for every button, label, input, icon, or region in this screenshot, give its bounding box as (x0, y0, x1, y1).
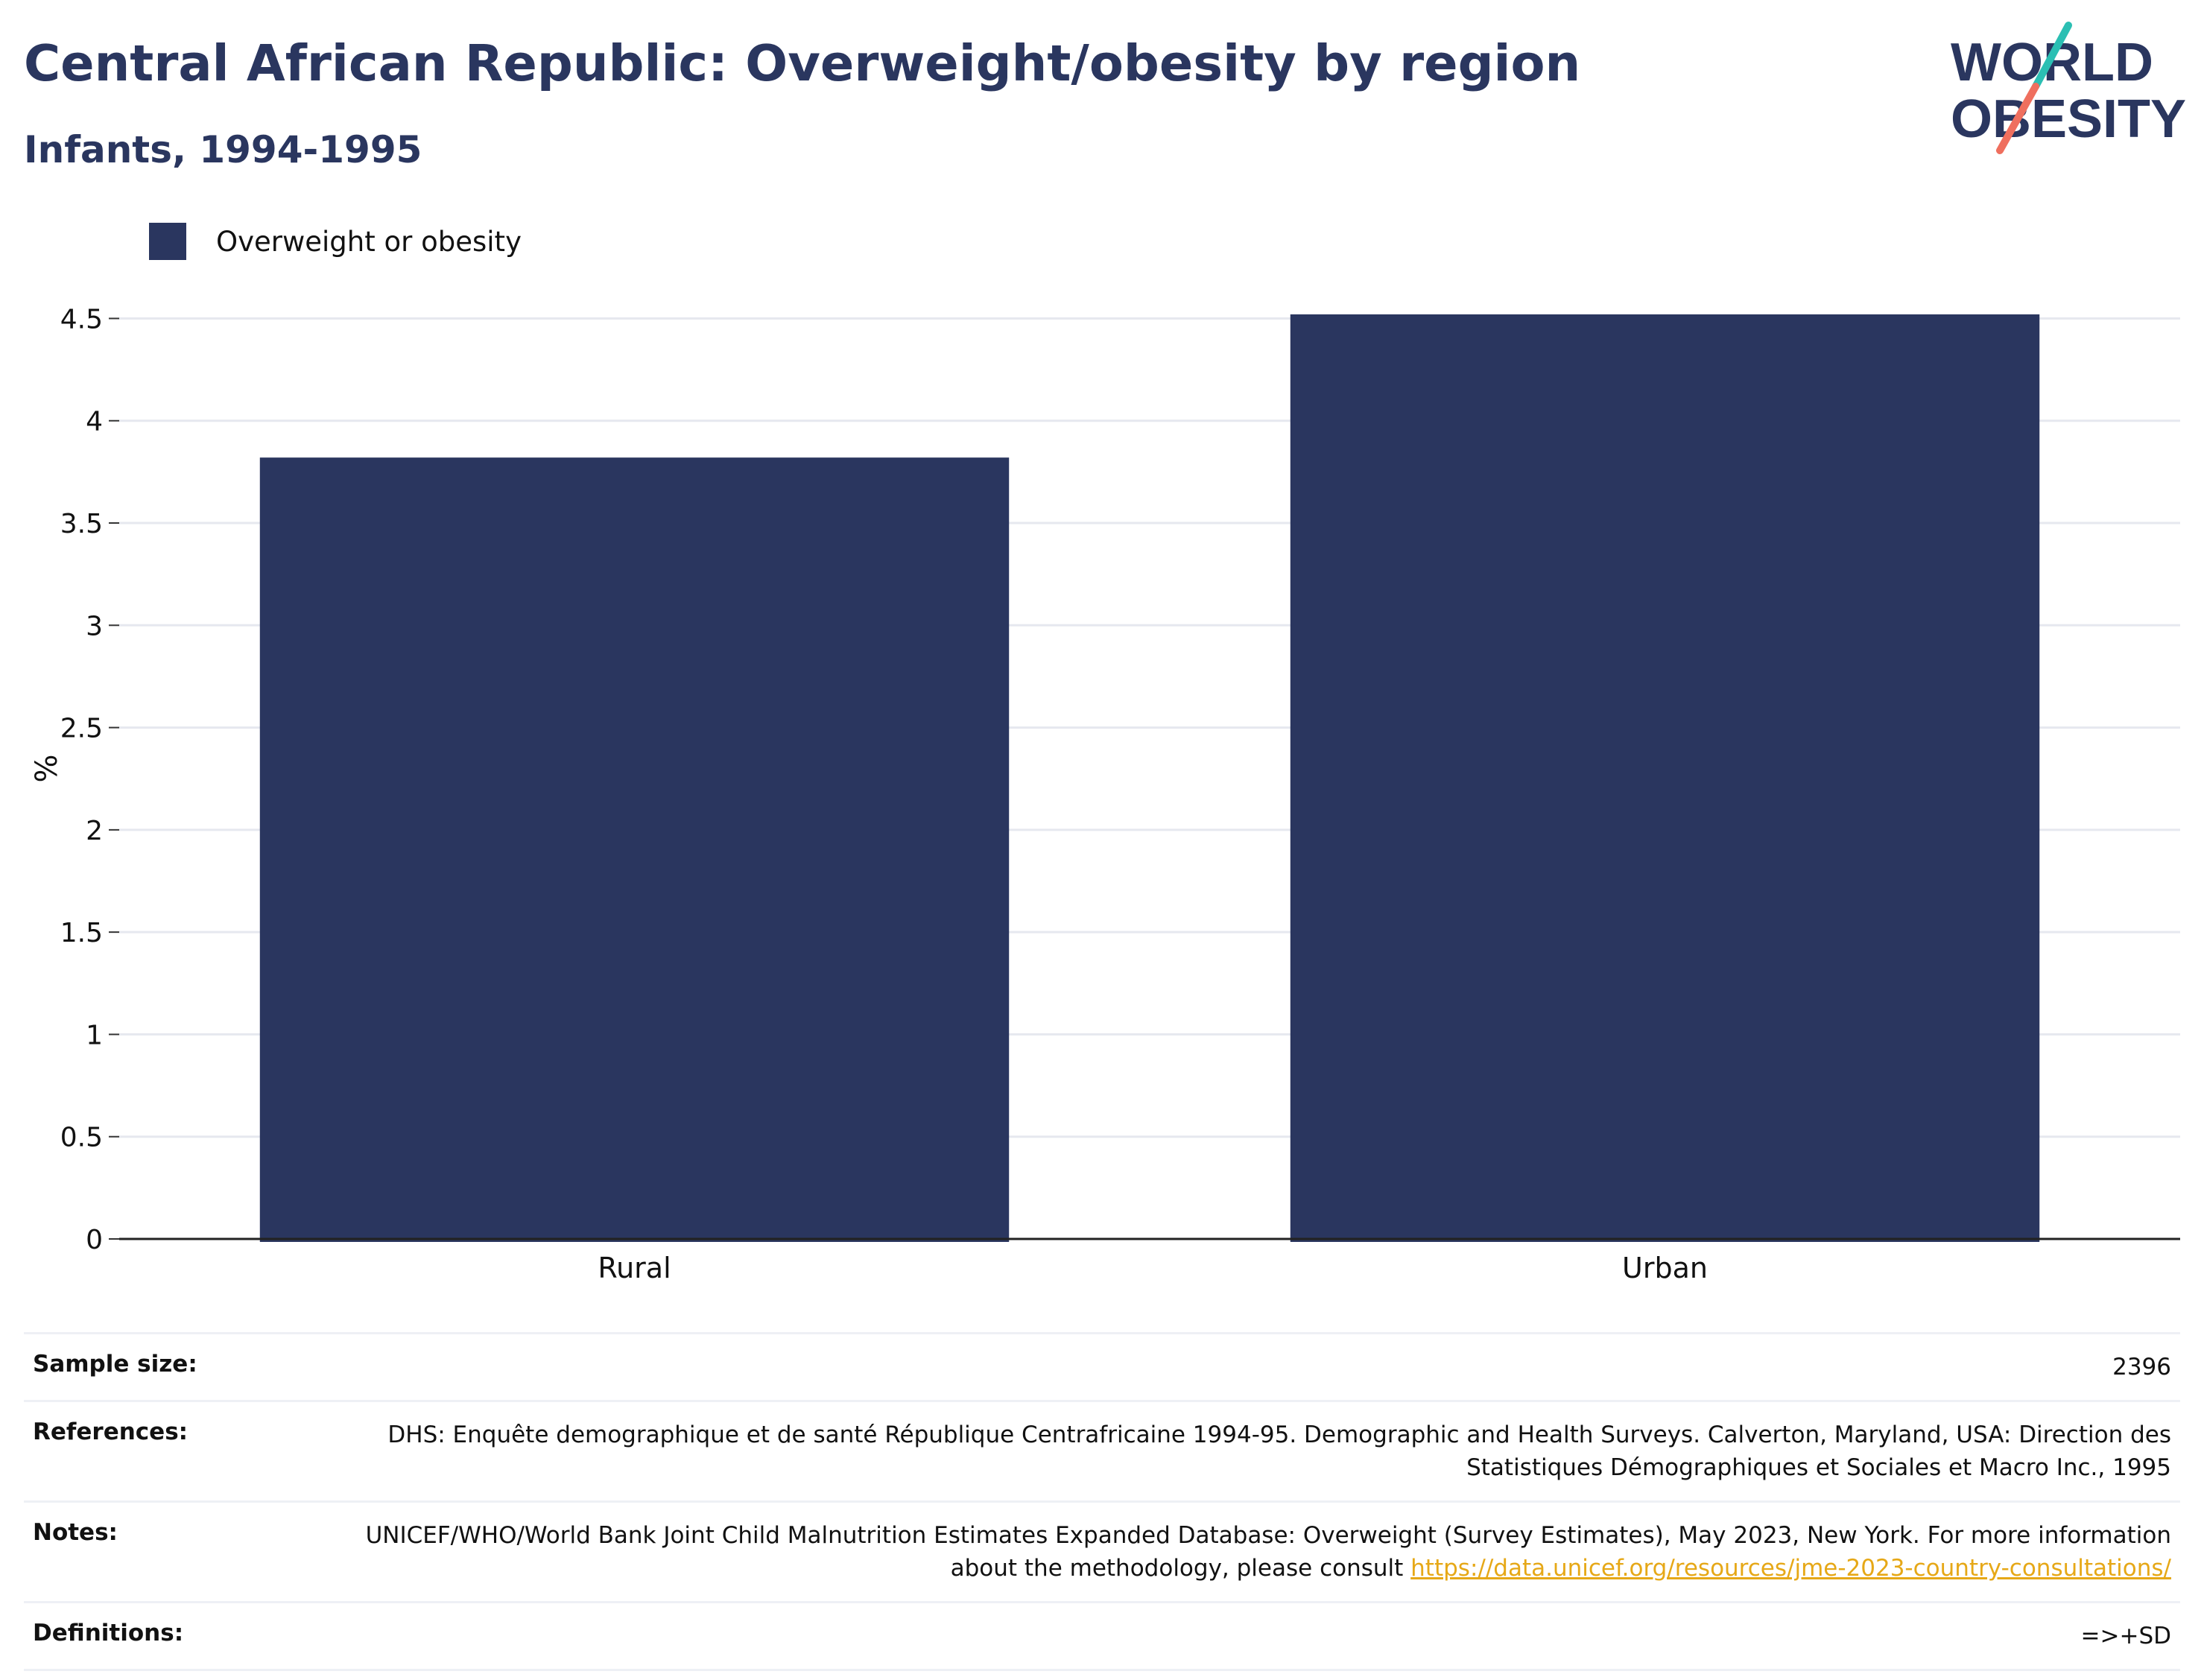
references-label: References: (33, 1419, 189, 1445)
x-tick-label: Urban (1622, 1252, 1708, 1284)
chart-title: Central African Republic: Overweight/obe… (24, 34, 1581, 92)
bar-chart: 0 0.5 1 1.5 2 2.5 3 3.5 4 4.5 Rural Urban% (30, 304, 2180, 1284)
world-obesity-logo: WORLD OBESITY (1951, 22, 2186, 154)
logo-slash-coral (1996, 83, 2039, 154)
info-table: Sample size: 2396 References: DHS: Enquê… (24, 1332, 2180, 1671)
y-tick-label: 1.5 (60, 918, 103, 948)
notes-label: Notes: (33, 1519, 118, 1546)
y-tick-label: 3 (86, 611, 103, 641)
notes-text: UNICEF/WHO/World Bank Joint Child Malnut… (365, 1522, 2171, 1582)
y-tick-label: 2 (86, 816, 103, 846)
y-tick-label: 3.5 (60, 509, 103, 539)
bar-urban (1290, 314, 2040, 1242)
y-tick-label: 0.5 (60, 1123, 103, 1153)
y-tick-label: 2.5 (60, 714, 103, 744)
y-tick-label: 1 (86, 1020, 103, 1050)
definitions-value: =>+SD (2080, 1623, 2171, 1649)
notes-value: UNICEF/WHO/World Bank Joint Child Malnut… (323, 1519, 2171, 1585)
logo-text-obesity: OBESITY (1951, 89, 2186, 149)
sample-size-label: Sample size: (33, 1351, 197, 1378)
y-tick-label: 4 (86, 407, 103, 437)
logo-slash-teal (2032, 22, 2072, 90)
sample-size-row: Sample size: 2396 (24, 1332, 2180, 1400)
y-tick-label: 4.5 (60, 304, 103, 335)
sample-size-value: 2396 (2112, 1354, 2171, 1381)
legend-label: Overweight or obesity (216, 225, 522, 258)
legend-swatch (149, 223, 186, 260)
definitions-label: Definitions: (33, 1620, 184, 1646)
x-tick-label: Rural (598, 1252, 671, 1284)
notes-methodology-link[interactable]: https://data.unicef.org/resources/jme-20… (1410, 1555, 2171, 1582)
definitions-row: Definitions: =>+SD (24, 1601, 2180, 1671)
references-value: DHS: Enquête demographique et de santé R… (387, 1421, 2171, 1481)
y-axis-label: % (30, 754, 64, 782)
bar-rural (259, 457, 1010, 1242)
y-tick-label: 0 (86, 1225, 103, 1255)
references-row: References: DHS: Enquête demographique e… (24, 1400, 2180, 1500)
chart-legend[interactable]: Overweight or obesity (149, 221, 522, 262)
chart-subtitle: Infants, 1994-1995 (24, 128, 422, 171)
notes-row: Notes: UNICEF/WHO/World Bank Joint Child… (24, 1500, 2180, 1601)
